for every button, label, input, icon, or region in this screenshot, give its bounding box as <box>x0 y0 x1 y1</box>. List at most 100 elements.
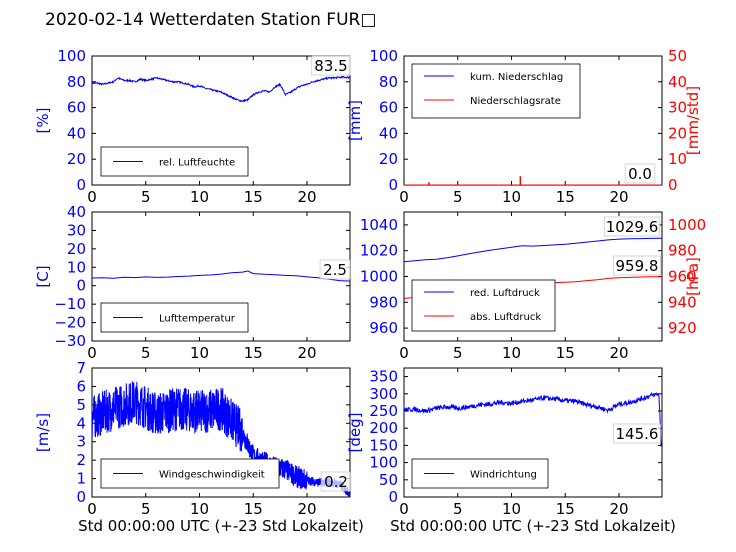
y-tick-label: −30 <box>54 332 86 350</box>
y-axis-label: [m/s] <box>34 413 52 452</box>
series-line-pressure-0 <box>404 237 662 263</box>
x-tick-label: 0 <box>399 500 409 518</box>
legend-label: kum. Niederschlag <box>470 72 563 83</box>
plot-frame-winddir <box>403 367 663 498</box>
x-tick-label: 20 <box>609 500 628 518</box>
x-tick-label: 15 <box>556 344 575 362</box>
y-tick-label: 0 <box>76 277 86 295</box>
value-annotation: 145.6 <box>616 425 659 443</box>
x-tick-label: 15 <box>556 188 575 206</box>
y-tick-label: 0 <box>388 176 398 194</box>
legend-label: Lufttemperatur <box>159 314 236 325</box>
value-annotation-box <box>320 471 352 492</box>
legend-box <box>411 279 556 332</box>
value-annotation: 2.5 <box>323 261 347 279</box>
value-annotation-box <box>311 55 351 76</box>
y-tick-label: 40 <box>379 124 398 142</box>
y2-tick-label: 920 <box>668 319 697 337</box>
x-tick-label: 5 <box>453 344 463 362</box>
y2-axis-label: [mm/std] <box>684 86 702 155</box>
y-tick-label: 40 <box>67 203 86 221</box>
legend-label: rel. Luftfeuchte <box>159 158 235 169</box>
x-tick-label: 5 <box>141 344 151 362</box>
y-tick-label: 2 <box>76 451 86 469</box>
y-axis-label: [C] <box>34 265 52 287</box>
y-axis-label: [mm] <box>346 100 364 141</box>
y-tick-label: 960 <box>369 319 398 337</box>
x-axis-label: Std 00:00:00 UTC (+-23 Std Lokalzeit) <box>390 517 676 535</box>
y2-tick-label: 940 <box>668 293 697 311</box>
value-annotation: 1029.6 <box>606 218 659 236</box>
y-axis-label: [deg] <box>346 413 364 453</box>
value-annotation-box <box>613 423 661 444</box>
value-annotation-box <box>319 259 351 280</box>
value-annotation: 0.0 <box>628 165 652 183</box>
y-tick-label: −20 <box>54 314 86 332</box>
y-tick-label: 200 <box>369 419 398 437</box>
y-tick-label: 100 <box>369 454 398 472</box>
page-title: 2020-02-14 Wetterdaten Station FUR□ <box>45 10 377 30</box>
x-tick-label: 15 <box>244 500 263 518</box>
value-annotation-box <box>603 216 661 237</box>
x-tick-label: 0 <box>87 188 97 206</box>
value-annotation: 83.5 <box>314 57 347 75</box>
y-tick-label: 7 <box>76 359 86 377</box>
legend-label: abs. Luftdruck <box>470 312 541 323</box>
legend-box <box>411 63 581 119</box>
x-tick-label: 5 <box>453 500 463 518</box>
y2-tick-label: 50 <box>668 47 687 65</box>
y2-tick-label: 960 <box>668 268 697 286</box>
y-tick-label: −10 <box>54 295 86 313</box>
value-annotation-box <box>624 163 656 184</box>
legend-label: Windgeschwindigkeit <box>159 470 265 481</box>
y-tick-label: 20 <box>67 240 86 258</box>
y2-tick-label: 30 <box>668 99 687 117</box>
y2-tick-label: 10 <box>668 150 687 168</box>
x-tick-label: 15 <box>244 344 263 362</box>
x-tick-label: 10 <box>502 188 521 206</box>
y-axis-label: [%] <box>34 108 52 134</box>
x-tick-label: 5 <box>141 188 151 206</box>
y-tick-label: 300 <box>369 385 398 403</box>
x-tick-label: 10 <box>502 344 521 362</box>
x-tick-label: 5 <box>453 188 463 206</box>
y-tick-label: 80 <box>67 73 86 91</box>
x-tick-label: 20 <box>609 344 628 362</box>
y-tick-label: 1040 <box>360 216 398 234</box>
x-tick-label: 0 <box>87 344 97 362</box>
x-tick-label: 5 <box>141 500 151 518</box>
series-line-windspeed-0 <box>92 381 350 497</box>
y-tick-label: 0 <box>76 176 86 194</box>
x-tick-label: 0 <box>399 188 409 206</box>
x-tick-label: 10 <box>502 500 521 518</box>
y2-tick-label: 40 <box>668 73 687 91</box>
y2-axis-label: [hPa] <box>684 257 702 296</box>
y-tick-label: 10 <box>67 258 86 276</box>
y-tick-label: 1 <box>76 470 86 488</box>
y-tick-label: 5 <box>76 396 86 414</box>
x-axis-label: Std 00:00:00 UTC (+-23 Std Lokalzeit) <box>78 517 364 535</box>
x-tick-label: 10 <box>190 500 209 518</box>
y2-tick-label: 0 <box>668 176 678 194</box>
x-tick-label: 10 <box>190 344 209 362</box>
y-tick-label: 6 <box>76 377 86 395</box>
y-tick-label: 1000 <box>360 268 398 286</box>
x-tick-label: 20 <box>297 344 316 362</box>
y-tick-label: 50 <box>379 471 398 489</box>
y-tick-label: 3 <box>76 433 86 451</box>
y-tick-label: 60 <box>379 99 398 117</box>
y-tick-label: 250 <box>369 402 398 420</box>
y-tick-label: 980 <box>369 293 398 311</box>
value-annotation: 959.8 <box>616 257 659 275</box>
x-tick-label: 20 <box>609 188 628 206</box>
y-tick-label: 350 <box>369 368 398 386</box>
legend-label: red. Luftdruck <box>470 288 540 299</box>
series-line-humidity-0 <box>92 75 350 103</box>
legend-label: Windrichtung <box>470 470 537 481</box>
y-tick-label: 150 <box>369 436 398 454</box>
x-tick-label: 0 <box>399 344 409 362</box>
y-tick-label: 0 <box>388 488 398 506</box>
y-tick-label: 80 <box>379 73 398 91</box>
